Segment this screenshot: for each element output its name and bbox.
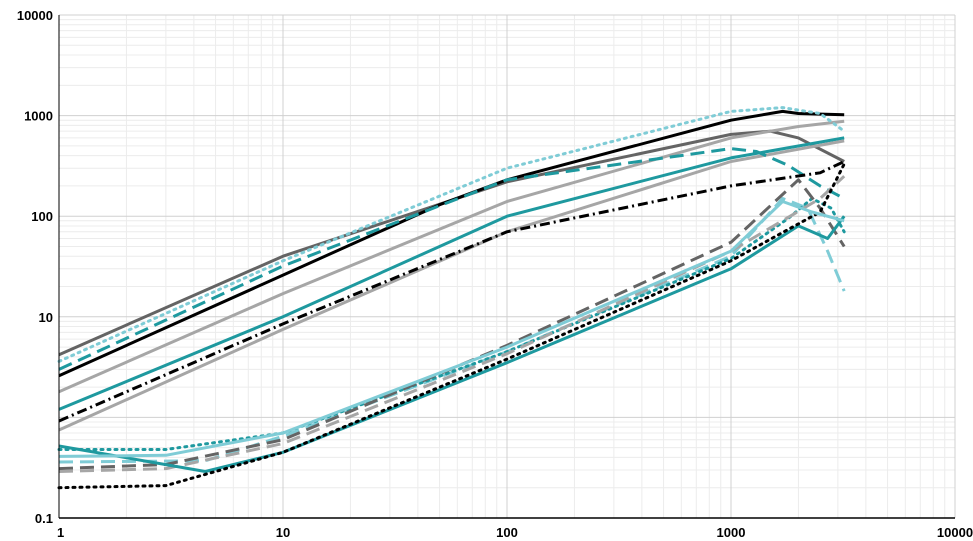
tick-labels: 1 10 100 1000 10000 0.1 10 100 1000 10000 xyxy=(17,8,973,540)
series-line-14 xyxy=(57,162,846,490)
series-line-11 xyxy=(58,178,846,471)
series-line-1 xyxy=(58,129,845,357)
y-tick-label: 0.1 xyxy=(35,511,53,526)
series-line-15 xyxy=(58,200,845,458)
series-line-2 xyxy=(58,109,845,378)
series-layer xyxy=(57,106,846,490)
x-tick-label: 1000 xyxy=(717,525,746,540)
series-line-4 xyxy=(58,136,845,411)
series-line-3 xyxy=(58,119,845,394)
series-line-12 xyxy=(58,175,846,473)
y-tick-label: 10000 xyxy=(17,8,53,23)
series-line-6 xyxy=(57,106,846,363)
axes-layer xyxy=(58,15,955,519)
x-tick-label: 1 xyxy=(57,525,64,540)
x-tick-label: 100 xyxy=(496,525,518,540)
y-tick-label: 100 xyxy=(31,209,53,224)
x-tick-label: 10000 xyxy=(937,525,973,540)
x-tick-label: 10 xyxy=(276,525,290,540)
series-line-13 xyxy=(58,215,846,473)
y-tick-label: 10 xyxy=(39,310,53,325)
series-line-7 xyxy=(58,147,845,371)
y-tick-label: 1000 xyxy=(24,109,53,124)
series-line-8 xyxy=(58,160,845,423)
